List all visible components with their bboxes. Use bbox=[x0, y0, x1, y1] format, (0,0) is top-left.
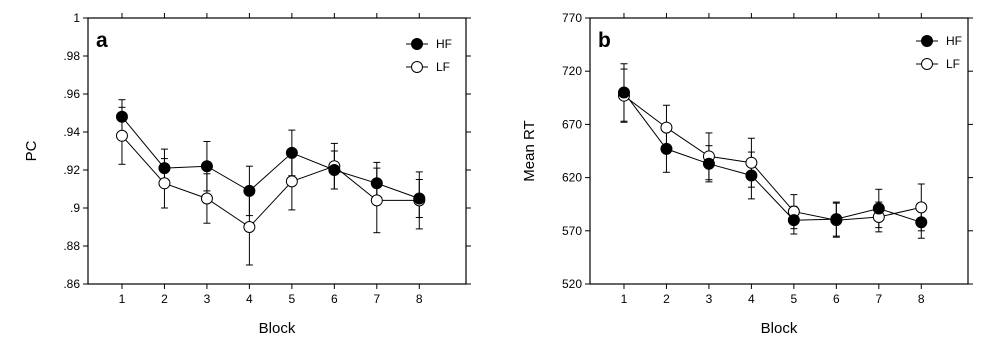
x-tick-label-b: 8 bbox=[918, 292, 925, 306]
y-tick-label-a: .92 bbox=[63, 163, 80, 177]
markers-a bbox=[115, 110, 426, 233]
data-point-hf-b bbox=[872, 202, 885, 215]
data-point-lf-a bbox=[370, 194, 383, 207]
data-point-hf-a bbox=[285, 146, 298, 159]
data-point-hf-b bbox=[660, 142, 673, 155]
series-line-lf-a bbox=[121, 135, 420, 228]
panel-b: b Mean RT Block 520 570 620 670 720 770 1 2 3 4 5 6… bbox=[521, 11, 973, 337]
data-point-hf-b bbox=[617, 86, 630, 99]
x-axis-label-b: Block bbox=[761, 320, 798, 337]
data-point-hf-b bbox=[830, 213, 843, 226]
series-lines-b bbox=[623, 92, 922, 223]
series-line-hf-a bbox=[121, 116, 420, 199]
x-axis-label-a: Block bbox=[259, 320, 296, 337]
data-point-hf-b bbox=[702, 157, 715, 170]
y-tick-label-b: 670 bbox=[562, 117, 582, 131]
y-tick-label-b: 720 bbox=[562, 64, 582, 78]
axis-ticks-a: .86 .88 .9 .92 .94 .96 .98 1 1 2 3 4 5 6 7 8 bbox=[63, 11, 471, 306]
x-tick-label-b: 1 bbox=[621, 292, 628, 306]
data-point-lf-b bbox=[915, 201, 928, 214]
data-point-hf-b bbox=[787, 214, 800, 227]
x-tick-label-a: 1 bbox=[119, 292, 126, 306]
x-tick-label-a: 7 bbox=[373, 292, 380, 306]
series-line-hf-b bbox=[623, 92, 922, 223]
data-point-hf-a bbox=[370, 177, 383, 190]
x-tick-label-a: 3 bbox=[204, 292, 211, 306]
data-point-lf-b bbox=[745, 156, 758, 169]
panel-label-b: b bbox=[598, 29, 611, 52]
markers-b bbox=[617, 86, 928, 229]
x-tick-label-a: 8 bbox=[416, 292, 423, 306]
data-point-lf-a bbox=[243, 221, 256, 233]
legend-marker-lf-b bbox=[921, 58, 933, 70]
x-tick-label-b: 2 bbox=[663, 292, 670, 306]
axis-ticks-b: 520 570 620 670 720 770 1 2 3 4 5 6 7 8 bbox=[562, 11, 973, 306]
data-point-hf-b bbox=[915, 216, 928, 229]
data-point-hf-a bbox=[200, 160, 213, 173]
y-tick-label-b: 620 bbox=[562, 171, 582, 185]
data-point-lf-b bbox=[660, 121, 673, 134]
legend-marker-hf-b bbox=[921, 35, 933, 47]
legend-b: HF LF bbox=[916, 34, 962, 71]
panel-a: a PC Block .86 .88 .9 .92 .94 .96 .98 1 1 2 3 4 5 6 7 8… bbox=[23, 11, 471, 337]
data-point-hf-b bbox=[745, 169, 758, 182]
series-lines-a bbox=[121, 116, 420, 228]
x-tick-label-b: 4 bbox=[748, 292, 755, 306]
legend-marker-lf-a bbox=[411, 61, 423, 73]
legend-label-hf-a: HF bbox=[436, 37, 452, 51]
y-tick-label-b: 770 bbox=[562, 11, 582, 25]
legend-label-hf-b: HF bbox=[946, 34, 962, 48]
x-tick-label-a: 4 bbox=[246, 292, 253, 306]
x-tick-label-b: 6 bbox=[833, 292, 840, 306]
y-tick-label-a: .94 bbox=[63, 125, 80, 139]
x-tick-label-b: 3 bbox=[706, 292, 713, 306]
y-tick-label-a: .9 bbox=[70, 201, 80, 215]
data-point-hf-a bbox=[413, 192, 426, 205]
data-point-hf-a bbox=[158, 162, 171, 175]
y-tick-label-b: 520 bbox=[562, 277, 582, 291]
x-tick-label-a: 5 bbox=[289, 292, 296, 306]
legend-label-lf-a: LF bbox=[436, 60, 450, 74]
x-tick-label-b: 5 bbox=[791, 292, 798, 306]
data-point-lf-a bbox=[115, 129, 128, 142]
y-tick-label-b: 570 bbox=[562, 224, 582, 238]
legend-marker-hf-a bbox=[411, 38, 423, 50]
data-point-hf-a bbox=[243, 184, 256, 197]
y-axis-label-b: Mean RT bbox=[521, 120, 538, 181]
y-tick-label-a: 1 bbox=[73, 11, 80, 25]
plot-frame-b bbox=[589, 17, 969, 285]
x-tick-label-a: 2 bbox=[161, 292, 168, 306]
data-point-hf-a bbox=[115, 110, 128, 123]
y-axis-label-a: PC bbox=[23, 140, 40, 161]
data-point-hf-a bbox=[328, 164, 341, 176]
y-tick-label-a: .98 bbox=[63, 49, 80, 63]
panel-label-a: a bbox=[96, 29, 108, 52]
series-line-lf-b bbox=[623, 95, 922, 221]
y-tick-label-a: .88 bbox=[63, 239, 80, 253]
x-tick-label-b: 7 bbox=[875, 292, 882, 306]
y-tick-label-a: .96 bbox=[63, 87, 80, 101]
plot-frame-a bbox=[87, 17, 467, 285]
x-tick-label-a: 6 bbox=[331, 292, 338, 306]
data-point-lf-a bbox=[158, 177, 171, 190]
data-point-lf-a bbox=[200, 192, 213, 205]
legend-label-lf-b: LF bbox=[946, 57, 960, 71]
y-tick-label-a: .86 bbox=[63, 277, 80, 291]
legend-a: HF LF bbox=[406, 37, 452, 74]
data-point-lf-a bbox=[285, 175, 298, 188]
